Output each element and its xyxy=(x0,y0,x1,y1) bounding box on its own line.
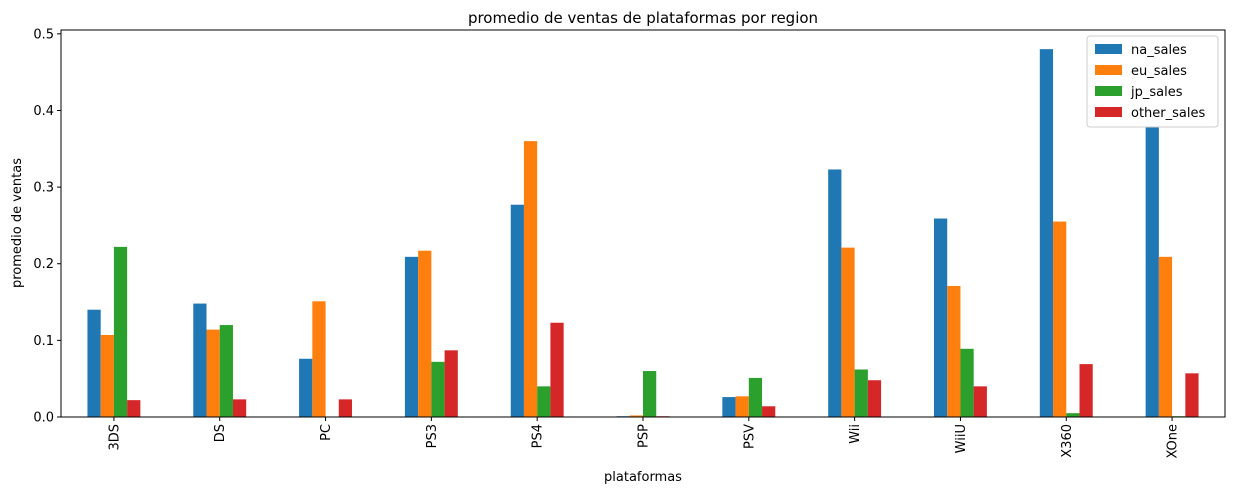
bar-other_sales-WiiU xyxy=(973,386,987,417)
bar-other_sales-PS4 xyxy=(550,322,564,417)
legend-swatch-other_sales xyxy=(1095,107,1122,117)
legend-label-other_sales: other_sales xyxy=(1131,106,1205,121)
bar-other_sales-3DS xyxy=(127,400,141,417)
legend-swatch-eu_sales xyxy=(1095,65,1122,75)
y-tick-label: 0.0 xyxy=(33,411,54,426)
y-axis: 0.0 0.1 0.2 0.3 0.4 0.5 xyxy=(33,27,61,426)
bar-na_sales-XOne xyxy=(1145,127,1159,417)
bar-eu_sales-3DS xyxy=(100,335,114,417)
legend-label-na_sales: na_sales xyxy=(1131,43,1187,58)
bar-eu_sales-PC xyxy=(312,301,326,417)
y-tick-label: 0.3 xyxy=(33,181,54,196)
bar-eu_sales-X360 xyxy=(1053,221,1067,417)
bar-na_sales-PSV xyxy=(722,397,736,417)
chart-title: promedio de ventas de plataformas por re… xyxy=(468,9,818,27)
bar-jp_sales-PS4 xyxy=(537,386,551,417)
legend-swatch-na_sales xyxy=(1095,44,1122,54)
x-tick-label: WiiU xyxy=(954,424,969,453)
x-tick-label: XOne xyxy=(1166,424,1181,459)
bar-eu_sales-PSV xyxy=(735,396,749,417)
y-tick-label: 0.5 xyxy=(33,27,54,42)
bar-other_sales-XOne xyxy=(1185,373,1199,417)
y-axis-label: promedio de ventas xyxy=(10,158,25,288)
bar-jp_sales-PSV xyxy=(748,377,763,417)
bar-na_sales-PS4 xyxy=(510,204,524,417)
bar-eu_sales-XOne xyxy=(1158,256,1173,417)
x-tick-label: PS3 xyxy=(425,424,440,448)
bar-other_sales-DS xyxy=(232,399,247,417)
bar-jp_sales-WiiU xyxy=(960,348,974,417)
bar-eu_sales-Wii xyxy=(841,247,855,417)
bar-other_sales-X360 xyxy=(1079,364,1093,417)
bar-na_sales-X360 xyxy=(1039,49,1054,417)
x-axis: 3DS DS PC PS3 PS4 PSP PSV Wii WiiU X360 XOne xyxy=(107,417,1181,459)
bar-jp_sales-DS xyxy=(219,325,233,417)
bar-eu_sales-WiiU xyxy=(947,285,961,417)
y-tick-label: 0.2 xyxy=(33,257,54,272)
bar-na_sales-Wii xyxy=(828,169,842,417)
x-tick-label: PSP xyxy=(637,424,652,448)
x-tick-label: PC xyxy=(319,424,334,441)
bar-na_sales-WiiU xyxy=(934,218,948,417)
y-tick-label: 0.1 xyxy=(33,334,54,349)
bar-jp_sales-3DS xyxy=(113,246,128,417)
bar-eu_sales-PS3 xyxy=(418,250,432,417)
bar-other_sales-PC xyxy=(338,399,352,417)
bars-group xyxy=(87,49,1199,417)
legend-box xyxy=(1086,35,1219,128)
bar-na_sales-PS3 xyxy=(404,256,419,417)
x-tick-label: 3DS xyxy=(107,424,122,451)
legend: na_sales eu_sales jp_sales other_sales xyxy=(1086,35,1219,128)
x-tick-label: PSV xyxy=(742,424,757,449)
bar-jp_sales-PS3 xyxy=(431,361,445,417)
legend-label-eu_sales: eu_sales xyxy=(1131,64,1187,79)
bar-eu_sales-DS xyxy=(206,329,220,417)
bar-na_sales-3DS xyxy=(87,309,101,417)
x-axis-label: plataformas xyxy=(604,470,682,485)
x-tick-label: Wii xyxy=(848,424,863,444)
legend-swatch-jp_sales xyxy=(1095,86,1122,96)
bar-other_sales-PS3 xyxy=(444,350,458,417)
bar-na_sales-DS xyxy=(193,303,207,417)
x-tick-label: PS4 xyxy=(531,424,546,448)
legend-label-jp_sales: jp_sales xyxy=(1130,85,1183,100)
bar-eu_sales-PSP xyxy=(629,415,643,417)
bar-jp_sales-PSP xyxy=(643,371,657,417)
bar-na_sales-PC xyxy=(299,358,313,417)
bar-other_sales-PSV xyxy=(762,406,776,417)
bar-other_sales-Wii xyxy=(867,380,882,417)
bar-eu_sales-PS4 xyxy=(523,141,538,417)
x-tick-label: DS xyxy=(213,424,228,442)
bar-jp_sales-Wii xyxy=(854,369,868,417)
y-tick-label: 0.4 xyxy=(33,104,54,119)
bar-jp_sales-X360 xyxy=(1066,413,1080,417)
x-tick-label: X360 xyxy=(1060,424,1075,458)
